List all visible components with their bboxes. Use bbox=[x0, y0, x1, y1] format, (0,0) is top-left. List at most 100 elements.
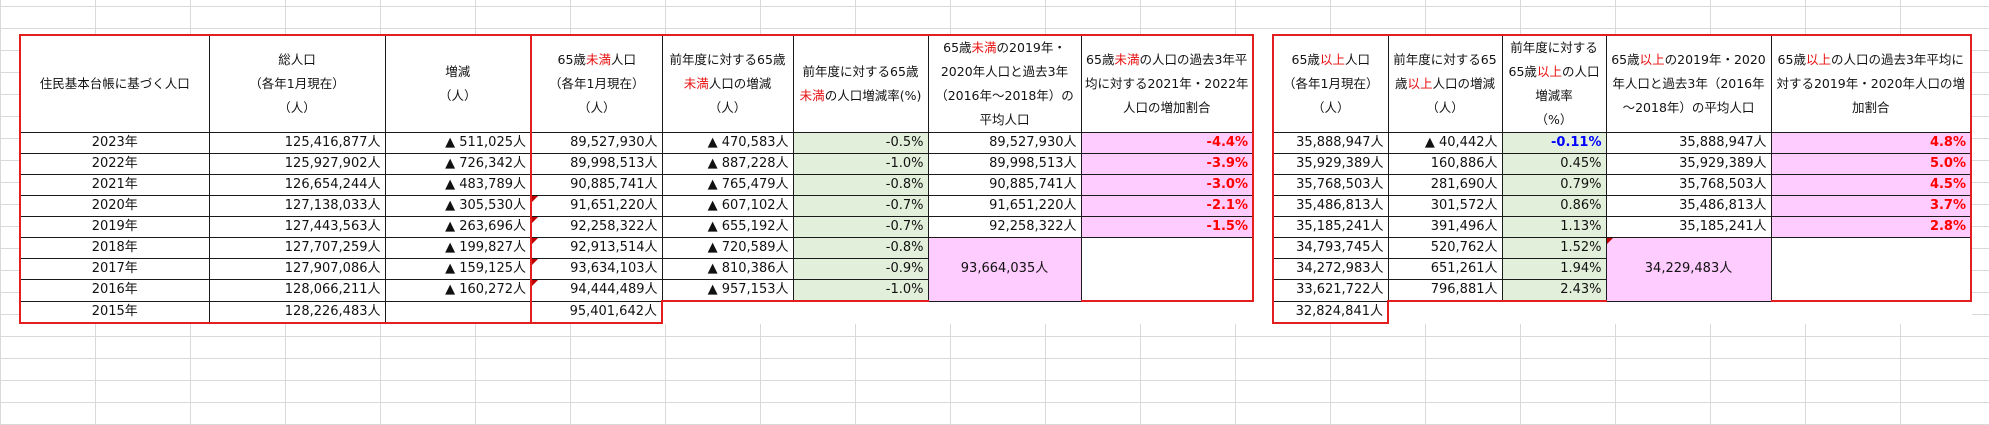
u65-pop-cell[interactable]: 94,444,489人 bbox=[530, 279, 663, 302]
header-o65-rate-cell[interactable]: 前年度に対する65歳以上の人口増減率 （%） bbox=[1501, 34, 1607, 133]
o65-avg-cell[interactable]: 35,768,503人 bbox=[1605, 174, 1772, 196]
o65-change-cell[interactable]: 160,886人 bbox=[1387, 153, 1503, 175]
u65-pop-cell[interactable]: 95,401,642人 bbox=[530, 300, 663, 324]
u65-change-cell[interactable]: ▲ 720,589人 bbox=[661, 237, 794, 259]
o65-pop-cell[interactable]: 35,768,503人 bbox=[1272, 174, 1389, 196]
change-cell[interactable]: ▲ 726,342人 bbox=[384, 153, 532, 175]
header-o65-change-cell[interactable]: 前年度に対する65歳以上人口の増減 （人） bbox=[1387, 34, 1503, 133]
u65-avg-cell[interactable]: 91,651,220人 bbox=[927, 195, 1082, 217]
year-cell[interactable]: 2018年 bbox=[19, 237, 210, 259]
o65-change-cell[interactable]: 391,496人 bbox=[1387, 216, 1503, 238]
o65-change-cell[interactable]: 520,762人 bbox=[1387, 237, 1503, 259]
year-cell[interactable]: 2023年 bbox=[19, 132, 210, 154]
o65-change-cell[interactable]: 301,572人 bbox=[1387, 195, 1503, 217]
o65-avg-cell[interactable]: 35,929,389人 bbox=[1605, 153, 1772, 175]
u65-ratio-cell[interactable]: -3.0% bbox=[1080, 174, 1254, 196]
o65-pop-cell[interactable]: 35,185,241人 bbox=[1272, 216, 1389, 238]
u65-ratio-cell[interactable]: -1.5% bbox=[1080, 216, 1254, 238]
o65-ratio-cell[interactable]: 5.0% bbox=[1770, 153, 1972, 175]
o65-ratio-cell[interactable]: 4.5% bbox=[1770, 174, 1972, 196]
total-cell[interactable]: 125,416,877人 bbox=[208, 132, 386, 154]
o65-rate-cell[interactable]: 1.94% bbox=[1501, 258, 1607, 280]
u65-pop-cell[interactable]: 90,885,741人 bbox=[530, 174, 663, 196]
o65-rate-cell[interactable]: 1.52% bbox=[1501, 237, 1607, 259]
o65-ratio-cell[interactable]: 4.8% bbox=[1770, 132, 1972, 154]
year-cell[interactable]: 2015年 bbox=[19, 300, 210, 324]
o65-pop-cell[interactable]: 33,621,722人 bbox=[1272, 279, 1389, 302]
o65-pop-cell[interactable]: 35,486,813人 bbox=[1272, 195, 1389, 217]
total-cell[interactable]: 128,226,483人 bbox=[208, 300, 386, 324]
change-cell[interactable]: ▲ 199,827人 bbox=[384, 237, 532, 259]
change-cell[interactable]: ▲ 511,025人 bbox=[384, 132, 532, 154]
u65-change-cell[interactable]: ▲ 607,102人 bbox=[661, 195, 794, 217]
change-cell[interactable]: ▲ 160,272人 bbox=[384, 279, 532, 302]
u65-rate-cell[interactable]: -0.7% bbox=[792, 216, 929, 238]
u65-rate-cell[interactable]: -0.5% bbox=[792, 132, 929, 154]
u65-pop-cell[interactable]: 92,258,322人 bbox=[530, 216, 663, 238]
o65-change-cell[interactable]: ▲ 40,442人 bbox=[1387, 132, 1503, 154]
o65-pop-cell[interactable]: 35,888,947人 bbox=[1272, 132, 1389, 154]
u65-rate-cell[interactable]: -0.7% bbox=[792, 195, 929, 217]
u65-change-cell[interactable]: ▲ 957,153人 bbox=[661, 279, 794, 302]
header-u65-ratio-cell[interactable]: 65歳未満の人口の過去3年平均に対する2021年・2022年人口の増加割合 bbox=[1080, 34, 1254, 133]
o65-rate-cell[interactable]: 2.43% bbox=[1501, 279, 1607, 302]
o65-rate-cell[interactable]: 0.79% bbox=[1501, 174, 1607, 196]
total-cell[interactable]: 127,138,033人 bbox=[208, 195, 386, 217]
o65-rate-cell[interactable]: 1.13% bbox=[1501, 216, 1607, 238]
u65-pop-cell[interactable]: 89,998,513人 bbox=[530, 153, 663, 175]
header-total-cell[interactable]: 総人口 （各年1月現在） （人） bbox=[208, 34, 386, 133]
year-cell[interactable]: 2017年 bbox=[19, 258, 210, 280]
total-cell[interactable]: 127,907,086人 bbox=[208, 258, 386, 280]
change-cell[interactable]: ▲ 159,125人 bbox=[384, 258, 532, 280]
o65-avg-cell[interactable]: 35,486,813人 bbox=[1605, 195, 1772, 217]
u65-rate-cell[interactable]: -1.0% bbox=[792, 279, 929, 302]
header-u65-pop-cell[interactable]: 65歳未満人口 （各年1月現在） （人） bbox=[530, 34, 663, 133]
header-o65-avg-cell[interactable]: 65歳以上の2019年・2020年人口と過去3年（2016年～2018年）の平均… bbox=[1605, 34, 1772, 133]
year-cell[interactable]: 2020年 bbox=[19, 195, 210, 217]
header-u65-avg-cell[interactable]: 65歳未満の2019年・2020年人口と過去3年（2016年～2018年）の平均… bbox=[927, 34, 1082, 133]
u65-change-cell[interactable]: ▲ 810,386人 bbox=[661, 258, 794, 280]
o65-avg-cell[interactable]: 35,888,947人 bbox=[1605, 132, 1772, 154]
o65-avg-cell[interactable]: 35,185,241人 bbox=[1605, 216, 1772, 238]
o65-pop-cell[interactable]: 35,929,389人 bbox=[1272, 153, 1389, 175]
u65-change-cell[interactable]: ▲ 887,228人 bbox=[661, 153, 794, 175]
header-u65-rate-cell[interactable]: 前年度に対する65歳未満の人口増減率(%) bbox=[792, 34, 929, 133]
year-cell[interactable]: 2019年 bbox=[19, 216, 210, 238]
o65-pop-cell[interactable]: 32,824,841人 bbox=[1272, 300, 1389, 324]
o65-ratio-cell[interactable]: 2.8% bbox=[1770, 216, 1972, 238]
o65-rate-cell[interactable]: 0.45% bbox=[1501, 153, 1607, 175]
header-label-cell[interactable]: 住民基本台帳に基づく人口 bbox=[19, 34, 210, 133]
u65-ratio-cell[interactable]: -2.1% bbox=[1080, 195, 1254, 217]
o65-change-cell[interactable]: 651,261人 bbox=[1387, 258, 1503, 280]
total-cell[interactable]: 127,443,563人 bbox=[208, 216, 386, 238]
o65-ratio-cell[interactable]: 3.7% bbox=[1770, 195, 1972, 217]
o65-pop-cell[interactable]: 34,793,745人 bbox=[1272, 237, 1389, 259]
change-cell[interactable]: ▲ 305,530人 bbox=[384, 195, 532, 217]
u65-pop-cell[interactable]: 93,634,103人 bbox=[530, 258, 663, 280]
u65-ratio-cell[interactable]: -3.9% bbox=[1080, 153, 1254, 175]
year-cell[interactable]: 2016年 bbox=[19, 279, 210, 302]
o65-change-cell[interactable]: 281,690人 bbox=[1387, 174, 1503, 196]
year-cell[interactable]: 2021年 bbox=[19, 174, 210, 196]
o65-rate-cell[interactable]: 0.86% bbox=[1501, 195, 1607, 217]
u65-rate-cell[interactable]: -0.8% bbox=[792, 237, 929, 259]
header-o65-pop-cell[interactable]: 65歳以上人口 （各年1月現在） （人） bbox=[1272, 34, 1389, 133]
u65-avg-cell[interactable]: 90,885,741人 bbox=[927, 174, 1082, 196]
total-cell[interactable]: 128,066,211人 bbox=[208, 279, 386, 302]
u65-pop-cell[interactable]: 92,913,514人 bbox=[530, 237, 663, 259]
u65-avg-cell[interactable]: 89,998,513人 bbox=[927, 153, 1082, 175]
u65-avg-cell[interactable]: 92,258,322人 bbox=[927, 216, 1082, 238]
u65-change-cell[interactable]: ▲ 470,583人 bbox=[661, 132, 794, 154]
o65-ratio-empty-cell[interactable] bbox=[1770, 237, 1972, 302]
header-u65-change-cell[interactable]: 前年度に対する65歳未満人口の増減 （人） bbox=[661, 34, 794, 133]
total-cell[interactable]: 127,707,259人 bbox=[208, 237, 386, 259]
u65-ratio-cell[interactable]: -4.4% bbox=[1080, 132, 1254, 154]
o65-change-cell[interactable]: 796,881人 bbox=[1387, 279, 1503, 302]
u65-change-cell[interactable]: ▲ 655,192人 bbox=[661, 216, 794, 238]
u65-rate-cell[interactable]: -1.0% bbox=[792, 153, 929, 175]
year-cell[interactable]: 2022年 bbox=[19, 153, 210, 175]
u65-ratio-empty-cell[interactable] bbox=[1080, 237, 1254, 302]
change-cell[interactable] bbox=[384, 300, 532, 324]
u65-pop-cell[interactable]: 89,527,930人 bbox=[530, 132, 663, 154]
change-cell[interactable]: ▲ 263,696人 bbox=[384, 216, 532, 238]
